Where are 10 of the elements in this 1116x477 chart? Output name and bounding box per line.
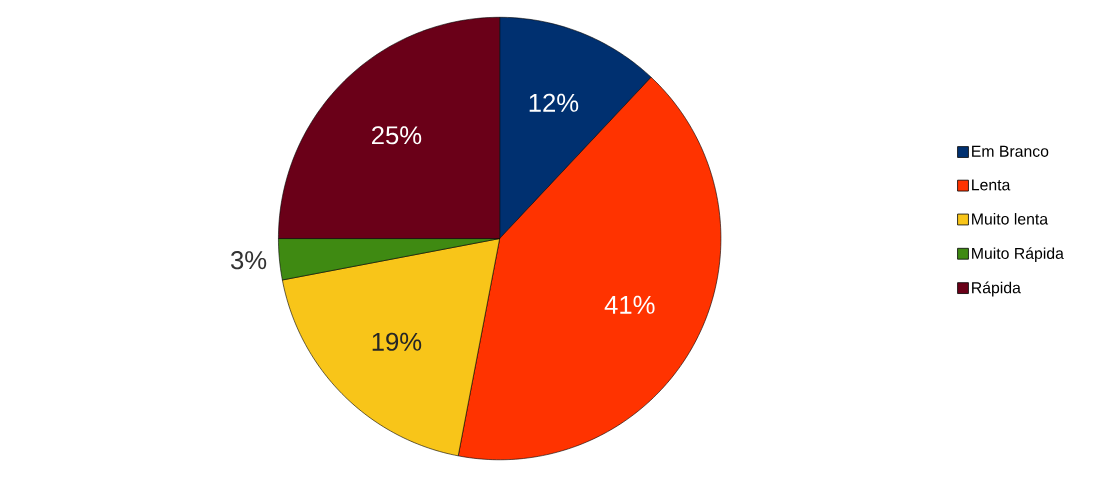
data-label: 25%: [372, 126, 422, 145]
data-label: 41%: [604, 295, 655, 314]
data-label: 12%: [529, 93, 579, 112]
legend-label: Lenta: [972, 179, 1011, 191]
legend-label: Em Branco: [972, 145, 1049, 157]
data-label: 19%: [372, 332, 422, 351]
legend-label: Muito Rápida: [972, 247, 1064, 263]
legend-label: Muito lenta: [972, 213, 1049, 225]
data-label: 3%: [230, 251, 267, 270]
legend-label: Rápida: [972, 281, 1021, 297]
